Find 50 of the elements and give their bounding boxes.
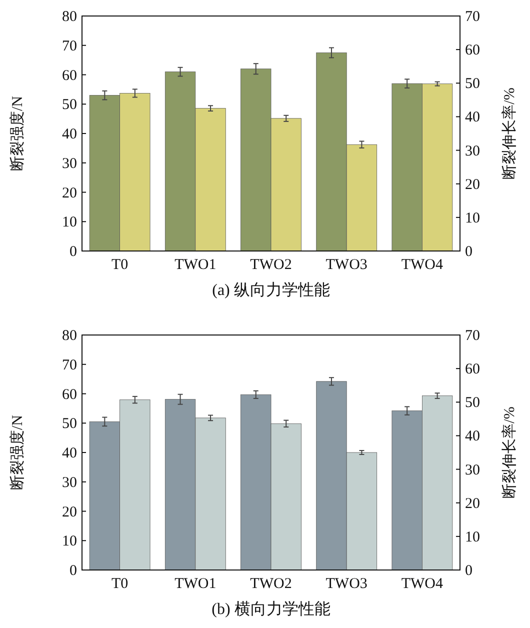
y-tick-label: 10	[62, 214, 77, 231]
x-tick-label: T0	[111, 257, 128, 273]
y2-tick-label: 40	[465, 110, 480, 126]
x-tick-label: TWO3	[326, 257, 368, 273]
y-tick-label: 30	[62, 156, 77, 172]
y-tick-label: 70	[62, 357, 77, 374]
y2-tick-label: 20	[465, 176, 480, 193]
x-tick-label: TWO4	[401, 576, 444, 592]
y2-tick-label: 0	[465, 563, 472, 579]
x-tick-label: TWO3	[326, 576, 368, 592]
x-tick-label: TWO2	[250, 257, 292, 273]
y-axis-title: 断裂强度/N	[9, 96, 26, 171]
y2-tick-label: 30	[465, 462, 480, 478]
x-tick-label: T0	[111, 576, 128, 592]
text: (b) 横向力学性能	[212, 600, 330, 618]
y-tick-label: 70	[62, 38, 77, 54]
y2-tick-label: 30	[465, 143, 480, 160]
y-tick-label: 50	[62, 416, 77, 432]
y-tick-label: 30	[62, 474, 77, 491]
y-tick-label: 10	[62, 534, 77, 550]
y-axis-title: 断裂强度/N	[9, 414, 26, 490]
y-tick-label: 0	[70, 244, 77, 260]
y-tick-label: 60	[62, 68, 77, 84]
y2-axis-title: 断裂伸长率/%	[501, 406, 518, 498]
y2-tick-label: 70	[465, 9, 480, 25]
x-tick-label: TWO2	[250, 576, 292, 592]
y2-tick-label: 0	[465, 244, 472, 260]
x-tick-label: TWO1	[174, 257, 216, 273]
y-tick-label: 80	[62, 328, 77, 344]
y2-tick-label: 60	[465, 362, 480, 378]
y2-tick-label: 10	[465, 529, 480, 546]
y-tick-label: 40	[62, 126, 77, 142]
y-tick-label: 50	[62, 97, 77, 114]
y-tick-label: 20	[62, 185, 77, 202]
y2-axis-title: 断裂伸长率/%	[501, 88, 518, 180]
y-tick-label: 20	[62, 504, 77, 520]
x-tick-label: TWO4	[401, 257, 444, 273]
y2-tick-label: 10	[465, 210, 480, 226]
y2-tick-label: 50	[465, 76, 480, 92]
y-tick-label: 40	[62, 446, 77, 462]
y2-tick-label: 70	[465, 328, 480, 344]
text: (a) 纵向力学性能	[212, 281, 330, 299]
y2-tick-label: 50	[465, 395, 480, 412]
x-tick-label: TWO1	[174, 576, 216, 592]
y2-tick-label: 60	[465, 42, 480, 59]
y-tick-label: 0	[70, 563, 77, 579]
y-tick-label: 80	[62, 9, 77, 25]
y2-tick-label: 20	[465, 496, 480, 512]
y-tick-label: 60	[62, 386, 77, 403]
y2-tick-label: 40	[465, 428, 480, 445]
